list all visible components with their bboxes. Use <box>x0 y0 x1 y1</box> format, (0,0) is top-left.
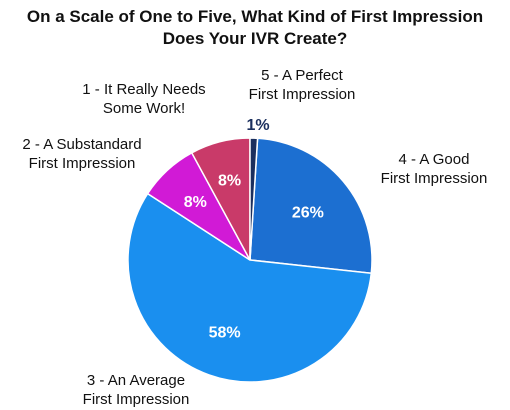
category-label-1-line-1: 4 - A Good <box>399 151 470 168</box>
chart-title: On a Scale of One to Five, What Kind of … <box>0 6 510 50</box>
value-labels: 26% 58% 8% 8% 1% <box>184 117 324 341</box>
category-label-2-line-2: First Impression <box>83 391 190 408</box>
category-label-4-line-1: 1 - It Really Needs <box>82 81 205 98</box>
category-label-3-line-1: 2 - A Substandard <box>22 136 141 153</box>
category-label-3: 2 - A Substandard First Impression <box>22 136 141 172</box>
value-label-3: 8% <box>184 194 207 211</box>
category-label-1: 4 - A Good First Impression <box>381 151 488 187</box>
pie-slice-5 <box>249 137 259 261</box>
category-label-2-line-1: 3 - An Average <box>87 372 185 389</box>
chart-title-line-2: Does Your IVR Create? <box>162 29 348 48</box>
value-label-5: 1% <box>246 117 269 134</box>
category-label-1-line-2: First Impression <box>381 170 488 187</box>
value-label-2: 58% <box>209 324 241 341</box>
category-label-5-line-2: First Impression <box>249 86 356 103</box>
pie-slice-1 <box>249 137 373 275</box>
value-label-4: 8% <box>218 173 241 190</box>
category-label-2: 3 - An Average First Impression <box>83 372 190 408</box>
category-label-4: 1 - It Really Needs Some Work! <box>82 81 205 117</box>
category-label-5-line-1: 5 - A Perfect <box>261 67 344 84</box>
pie-slices <box>127 137 373 383</box>
pie-slice-2 <box>127 192 373 383</box>
value-label-1: 26% <box>292 204 324 221</box>
category-label-5: 5 - A Perfect First Impression <box>249 67 356 103</box>
category-label-3-line-2: First Impression <box>29 155 136 172</box>
category-label-4-line-2: Some Work! <box>103 100 185 117</box>
chart-title-line-1: On a Scale of One to Five, What Kind of … <box>26 7 484 26</box>
